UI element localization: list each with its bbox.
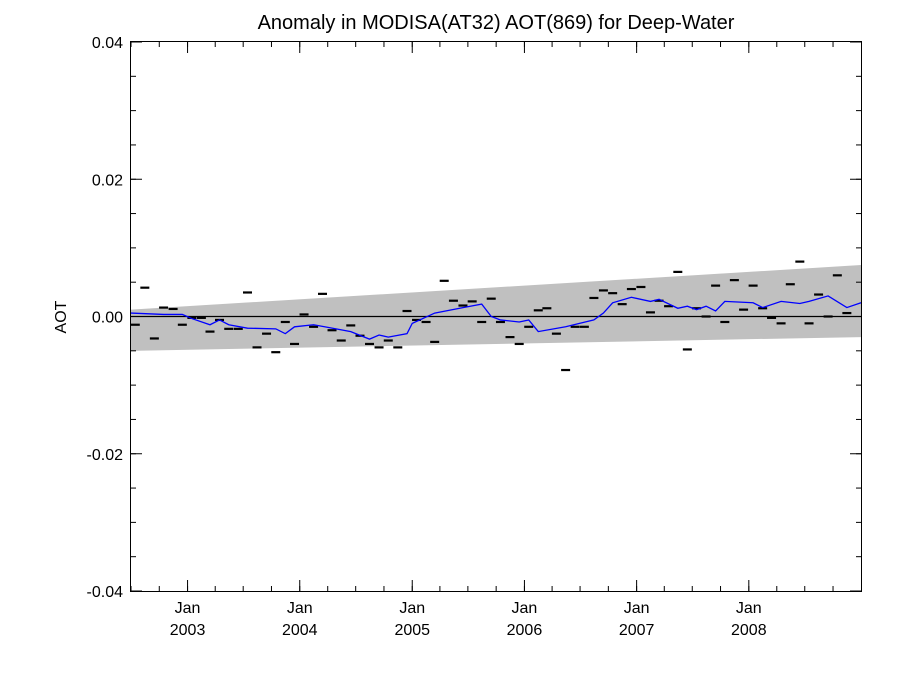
uncertainty-band — [131, 265, 861, 351]
y-tick-label: 0.00 — [92, 310, 123, 327]
y-tick-label: -0.02 — [87, 447, 124, 464]
x-tick-month: Jan — [624, 600, 650, 617]
x-tick-month: Jan — [736, 600, 762, 617]
y-tick-label: -0.04 — [87, 584, 124, 601]
plot-area — [130, 41, 862, 592]
chart-title: Anomaly in MODISA(AT32) AOT(869) for Dee… — [258, 12, 735, 34]
monthly-anomaly-markers — [130, 260, 852, 372]
plot-frame — [130, 41, 862, 592]
x-tick-year: 2006 — [507, 622, 543, 639]
x-tick-year: 2005 — [394, 622, 430, 639]
x-tick-year: 2003 — [170, 622, 206, 639]
x-tick-month: Jan — [287, 600, 313, 617]
x-tick-month: Jan — [512, 600, 538, 617]
y-tick-label: 0.02 — [92, 172, 123, 189]
x-tick-month: Jan — [175, 600, 201, 617]
x-axis: Jan 2003 Jan 2004 Jan 2005 Jan 2006 Jan 2007 Jan 20… — [130, 42, 834, 639]
x-tick-year: 2007 — [619, 622, 655, 639]
y-axis: 0.04 0.02 0.00 -0.02 -0.04 — [87, 35, 861, 601]
x-tick-year: 2004 — [282, 622, 318, 639]
y-axis-label: AOT — [53, 300, 70, 333]
running-mean-line — [130, 295, 862, 340]
y-tick-label: 0.04 — [92, 35, 123, 52]
x-tick-year: 2008 — [731, 622, 767, 639]
x-tick-month: Jan — [399, 600, 425, 617]
